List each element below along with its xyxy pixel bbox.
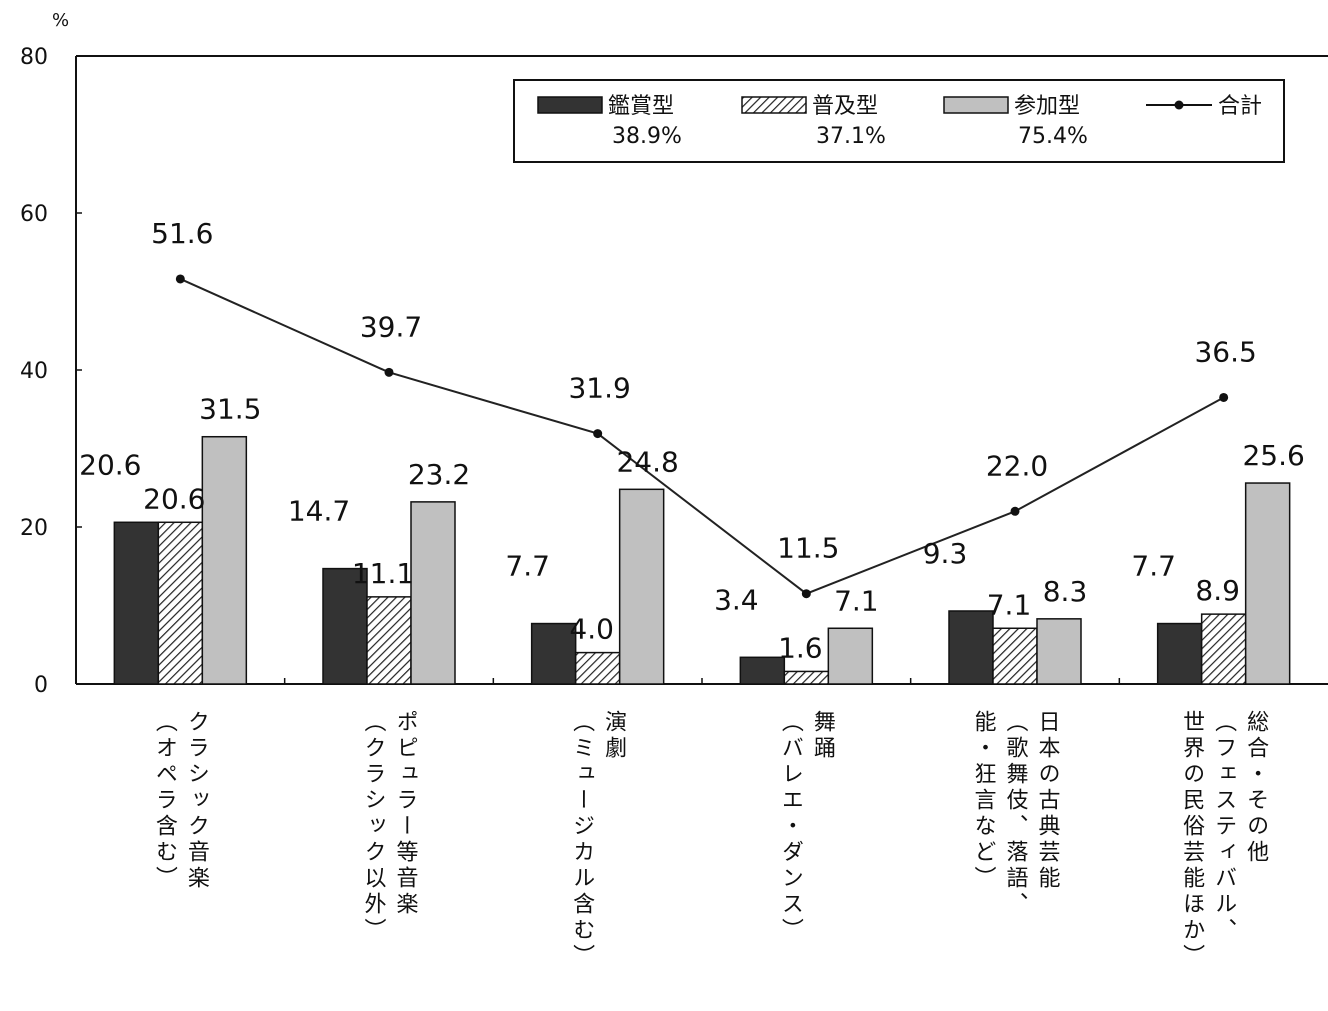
bar-kansho	[1156, 622, 1203, 685]
label-kansho: 20.6	[79, 448, 141, 481]
label-kansho: 7.7	[1131, 550, 1176, 583]
legend-label-kansho: 鑑賞型	[608, 94, 674, 119]
legend-marker-gokei	[1174, 100, 1184, 110]
bar-fukyu	[992, 627, 1038, 685]
label-sanka: 23.2	[408, 458, 470, 491]
y-tick-label: 0	[34, 673, 48, 698]
label-fukyu: 20.6	[143, 482, 205, 515]
label-kansho: 7.7	[505, 550, 550, 583]
category-label: （ミュージカル含む）	[569, 710, 595, 970]
category-label: ポピュラー等音楽	[393, 710, 419, 918]
bar-fukyu	[157, 521, 204, 685]
category-label: 演劇	[601, 710, 627, 762]
label-gokei: 36.5	[1194, 335, 1256, 368]
bar-fukyu	[783, 670, 830, 685]
label-gokei: 39.7	[360, 310, 422, 343]
y-tick-label: 80	[20, 45, 48, 70]
legend-label-gokei: 合計	[1218, 94, 1262, 119]
bar-sanka	[1036, 618, 1082, 685]
legend-total-fukyu: 37.1%	[816, 124, 886, 149]
label-fukyu: 1.6	[778, 631, 823, 664]
label-gokei: 11.5	[777, 532, 839, 565]
label-sanka: 31.5	[199, 393, 261, 426]
y-tick-label: 20	[20, 516, 48, 541]
marker-gokei	[384, 367, 394, 377]
legend-swatch-kansho	[537, 96, 603, 114]
y-axis-unit: %	[52, 10, 69, 31]
label-kansho: 3.4	[714, 583, 759, 616]
category-label: （歌舞伎、落語、	[1003, 710, 1029, 918]
line-gokei	[179, 278, 1225, 595]
legend: 鑑賞型 38.9% 普及型 37.1% 参加型 75.4% 合計	[513, 79, 1285, 163]
bar-sanka	[201, 435, 248, 685]
legend-label-sanka: 参加型	[1014, 94, 1080, 119]
marker-gokei	[1010, 506, 1020, 516]
category-label: （バレエ・ダンス）	[778, 710, 804, 944]
category-label: （クラシック以外）	[361, 710, 387, 944]
bar-sanka	[618, 488, 665, 685]
bar-sanka	[410, 501, 456, 685]
label-fukyu: 4.0	[569, 613, 614, 646]
bar-kansho	[530, 622, 577, 685]
label-kansho: 9.3	[923, 537, 968, 570]
category-label: クラシック音楽	[184, 710, 210, 892]
label-gokei: 31.9	[568, 372, 630, 405]
label-fukyu: 11.1	[352, 557, 414, 590]
label-sanka: 24.8	[616, 445, 678, 478]
y-tick-label: 60	[20, 202, 48, 227]
label-fukyu: 8.9	[1195, 574, 1240, 607]
bar-kansho	[739, 656, 786, 685]
label-gokei: 22.0	[986, 449, 1048, 482]
legend-swatch-sanka	[943, 96, 1009, 114]
bar-kansho	[948, 610, 994, 685]
bar-kansho	[113, 521, 160, 685]
y-tick-label: 40	[20, 359, 48, 384]
label-fukyu: 7.1	[987, 588, 1032, 621]
legend-box	[513, 79, 1285, 163]
bar-fukyu	[366, 596, 412, 685]
label-gokei: 51.6	[151, 217, 213, 250]
marker-gokei	[801, 589, 811, 599]
marker-gokei	[1219, 392, 1229, 402]
label-sanka: 8.3	[1043, 575, 1088, 608]
bar-fukyu	[574, 651, 621, 685]
label-kansho: 14.7	[288, 495, 350, 528]
label-sanka: 25.6	[1242, 439, 1304, 472]
legend-label-fukyu: 普及型	[812, 94, 878, 119]
category-label: （フェスティバル、	[1211, 710, 1237, 944]
bar-sanka	[1244, 482, 1291, 685]
category-label: 総合・その他	[1243, 710, 1269, 866]
category-label: 能・狂言など）	[971, 710, 997, 892]
marker-gokei	[593, 429, 603, 439]
legend-swatch-fukyu	[741, 96, 807, 114]
category-label: 舞踊	[810, 710, 836, 762]
label-sanka: 7.1	[834, 584, 879, 617]
category-label: （オペラ含む）	[152, 710, 178, 892]
legend-total-sanka: 75.4%	[1018, 124, 1088, 149]
bar-fukyu	[1200, 613, 1247, 685]
category-label: 日本の古典芸能	[1035, 710, 1061, 892]
bar-sanka	[827, 627, 874, 685]
legend-total-kansho: 38.9%	[612, 124, 682, 149]
marker-gokei	[175, 274, 185, 284]
category-label: 世界の民俗芸能ほか）	[1179, 710, 1205, 970]
